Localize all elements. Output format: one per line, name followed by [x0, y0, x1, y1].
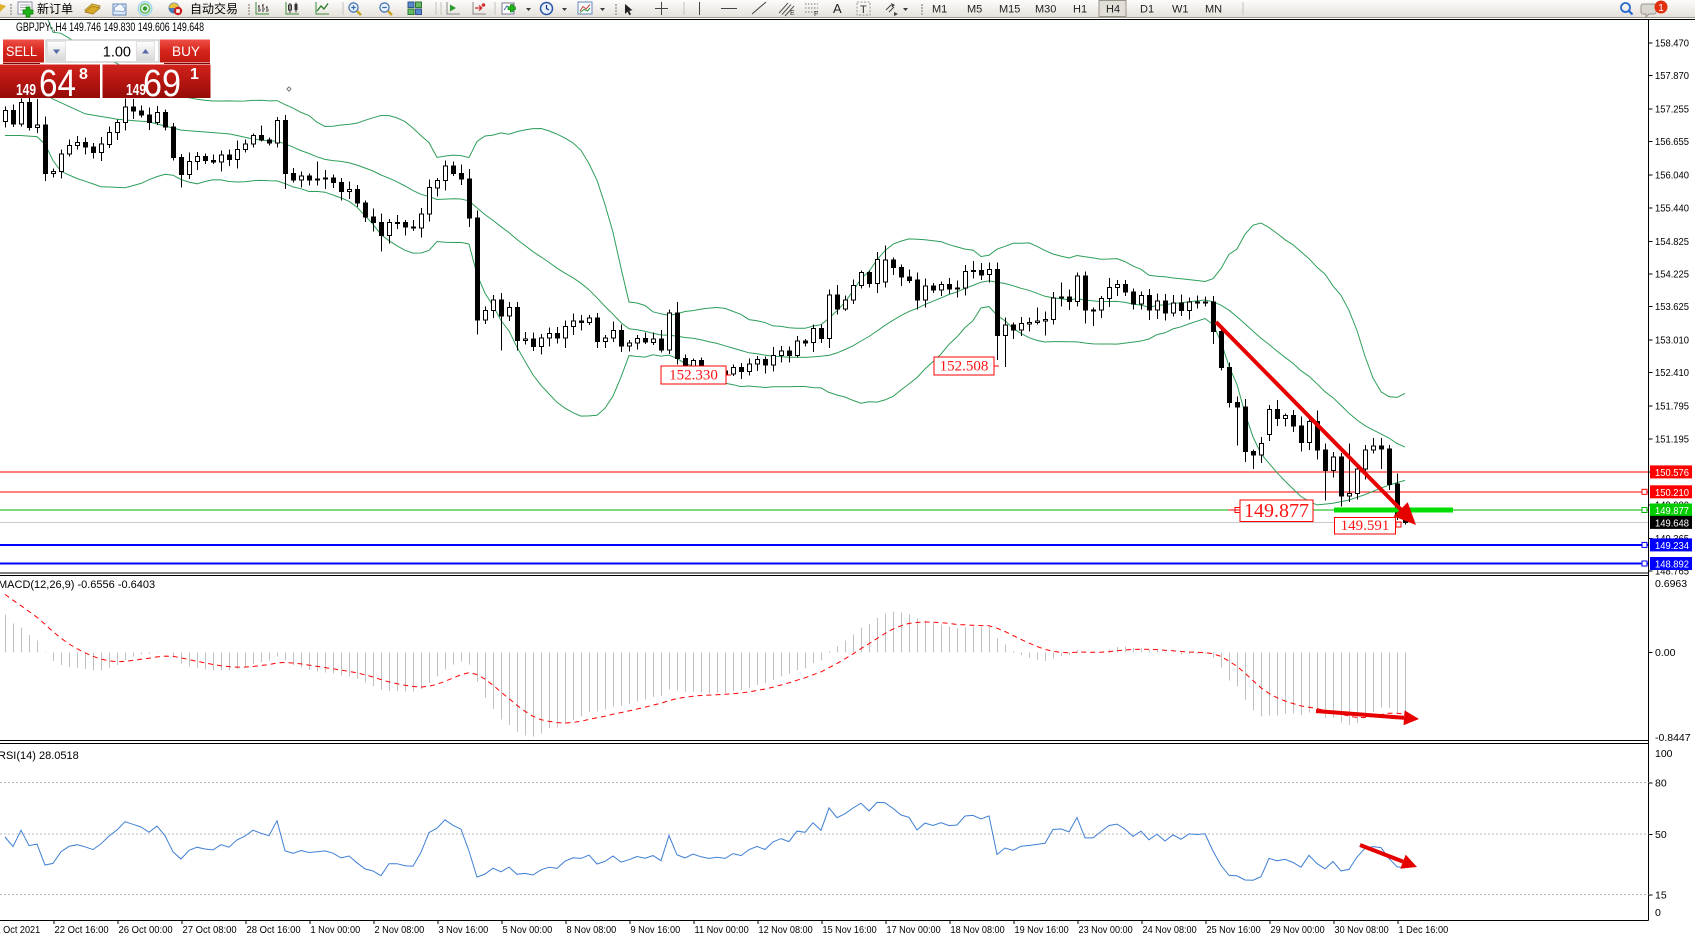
svg-text:1 Nov 00:00: 1 Nov 00:00	[311, 924, 361, 936]
svg-text:152.410: 152.410	[1655, 367, 1689, 379]
svg-text:26 Oct 00:00: 26 Oct 00:00	[119, 924, 173, 936]
svg-text:21 Oct 2021: 21 Oct 2021	[0, 924, 40, 936]
svg-text:100: 100	[1655, 748, 1673, 760]
svg-text:1: 1	[190, 66, 199, 83]
svg-text:27 Oct 08:00: 27 Oct 08:00	[183, 924, 237, 936]
svg-text:18 Nov 08:00: 18 Nov 08:00	[951, 924, 1005, 936]
svg-text:新订单: 新订单	[37, 1, 73, 16]
svg-text:157.870: 157.870	[1655, 70, 1689, 82]
svg-text:MACD(12,26,9) -0.6556 -0.6403: MACD(12,26,9) -0.6556 -0.6403	[0, 579, 155, 591]
svg-text:1 Dec 16:00: 1 Dec 16:00	[1399, 924, 1449, 936]
svg-text:151.195: 151.195	[1655, 433, 1689, 445]
svg-text:9 Nov 16:00: 9 Nov 16:00	[631, 924, 681, 936]
svg-text:19 Nov 16:00: 19 Nov 16:00	[1015, 924, 1069, 936]
svg-text:15 Nov 16:00: 15 Nov 16:00	[823, 924, 877, 936]
svg-text:H1: H1	[1073, 4, 1087, 16]
svg-text:MN: MN	[1205, 4, 1222, 16]
svg-text:12 Nov 08:00: 12 Nov 08:00	[759, 924, 813, 936]
svg-text:W1: W1	[1172, 4, 1189, 16]
svg-text:149.877: 149.877	[1655, 505, 1689, 517]
svg-text:T: T	[860, 4, 867, 16]
svg-text:0.6963: 0.6963	[1655, 578, 1687, 590]
svg-text:1.00: 1.00	[103, 45, 131, 61]
svg-text:154.225: 154.225	[1655, 268, 1689, 280]
svg-text:23 Nov 00:00: 23 Nov 00:00	[1079, 924, 1133, 936]
svg-text:149.591: 149.591	[1341, 518, 1390, 534]
svg-text:M1: M1	[932, 4, 947, 16]
svg-text:1: 1	[1658, 3, 1664, 14]
svg-text:H4: H4	[1106, 4, 1120, 16]
svg-text:69: 69	[143, 63, 181, 105]
svg-text:151.795: 151.795	[1655, 401, 1689, 413]
svg-text:149: 149	[16, 82, 36, 99]
svg-text:自动交易: 自动交易	[190, 1, 238, 16]
svg-text:BUY: BUY	[172, 44, 200, 59]
svg-text:152.508: 152.508	[940, 358, 989, 374]
svg-text:M5: M5	[967, 4, 982, 16]
svg-text:153.010: 153.010	[1655, 335, 1689, 347]
svg-text:5 Nov 00:00: 5 Nov 00:00	[503, 924, 553, 936]
svg-text:50: 50	[1655, 829, 1667, 841]
svg-text:80: 80	[1655, 777, 1667, 789]
svg-text:156.040: 156.040	[1655, 170, 1689, 182]
svg-text:8: 8	[79, 66, 88, 83]
svg-text:RSI(14) 28.0518: RSI(14) 28.0518	[0, 750, 79, 762]
svg-text:8 Nov 08:00: 8 Nov 08:00	[567, 924, 617, 936]
svg-text:15: 15	[1655, 890, 1667, 902]
svg-text:152.330: 152.330	[669, 367, 718, 383]
svg-text:22 Oct 16:00: 22 Oct 16:00	[55, 924, 109, 936]
svg-text:3 Nov 16:00: 3 Nov 16:00	[439, 924, 489, 936]
svg-text:158.470: 158.470	[1655, 38, 1689, 50]
svg-text:M30: M30	[1035, 4, 1056, 16]
svg-text:E: E	[790, 10, 795, 17]
svg-text:64: 64	[39, 63, 76, 105]
svg-text:156.655: 156.655	[1655, 136, 1689, 148]
svg-text:11 Nov 00:00: 11 Nov 00:00	[695, 924, 749, 936]
svg-text:M15: M15	[999, 4, 1020, 16]
svg-text:28 Oct 16:00: 28 Oct 16:00	[247, 924, 301, 936]
svg-text:155.440: 155.440	[1655, 202, 1689, 214]
svg-text:GBPJPY-,H4 149.746 149.830 14: GBPJPY-,H4 149.746 149.830 149.606 149.6…	[16, 22, 204, 34]
svg-text:-0.8447: -0.8447	[1655, 732, 1691, 744]
svg-text:157.255: 157.255	[1655, 104, 1689, 116]
svg-text:154.825: 154.825	[1655, 236, 1689, 248]
svg-text:24 Nov 08:00: 24 Nov 08:00	[1143, 924, 1197, 936]
svg-text:2 Nov 08:00: 2 Nov 08:00	[375, 924, 425, 936]
svg-text:149: 149	[126, 82, 146, 99]
svg-text:A: A	[833, 1, 842, 16]
svg-text:153.625: 153.625	[1655, 301, 1689, 313]
svg-text:149.648: 149.648	[1655, 517, 1689, 529]
svg-text:D1: D1	[1140, 4, 1154, 16]
svg-text:148.892: 148.892	[1655, 559, 1689, 571]
svg-text:0.00: 0.00	[1655, 647, 1676, 659]
svg-text:150.210: 150.210	[1655, 487, 1689, 499]
svg-text:150.576: 150.576	[1655, 467, 1689, 479]
svg-text:F: F	[814, 11, 818, 18]
svg-text:SELL: SELL	[6, 44, 37, 59]
svg-text:30 Nov 08:00: 30 Nov 08:00	[1335, 924, 1389, 936]
svg-text:149.877: 149.877	[1244, 500, 1309, 522]
svg-text:29 Nov 00:00: 29 Nov 00:00	[1271, 924, 1325, 936]
svg-text:149.234: 149.234	[1655, 540, 1689, 552]
svg-text:25 Nov 16:00: 25 Nov 16:00	[1207, 924, 1261, 936]
svg-text:0: 0	[1655, 907, 1661, 919]
svg-text:17 Nov 00:00: 17 Nov 00:00	[887, 924, 941, 936]
